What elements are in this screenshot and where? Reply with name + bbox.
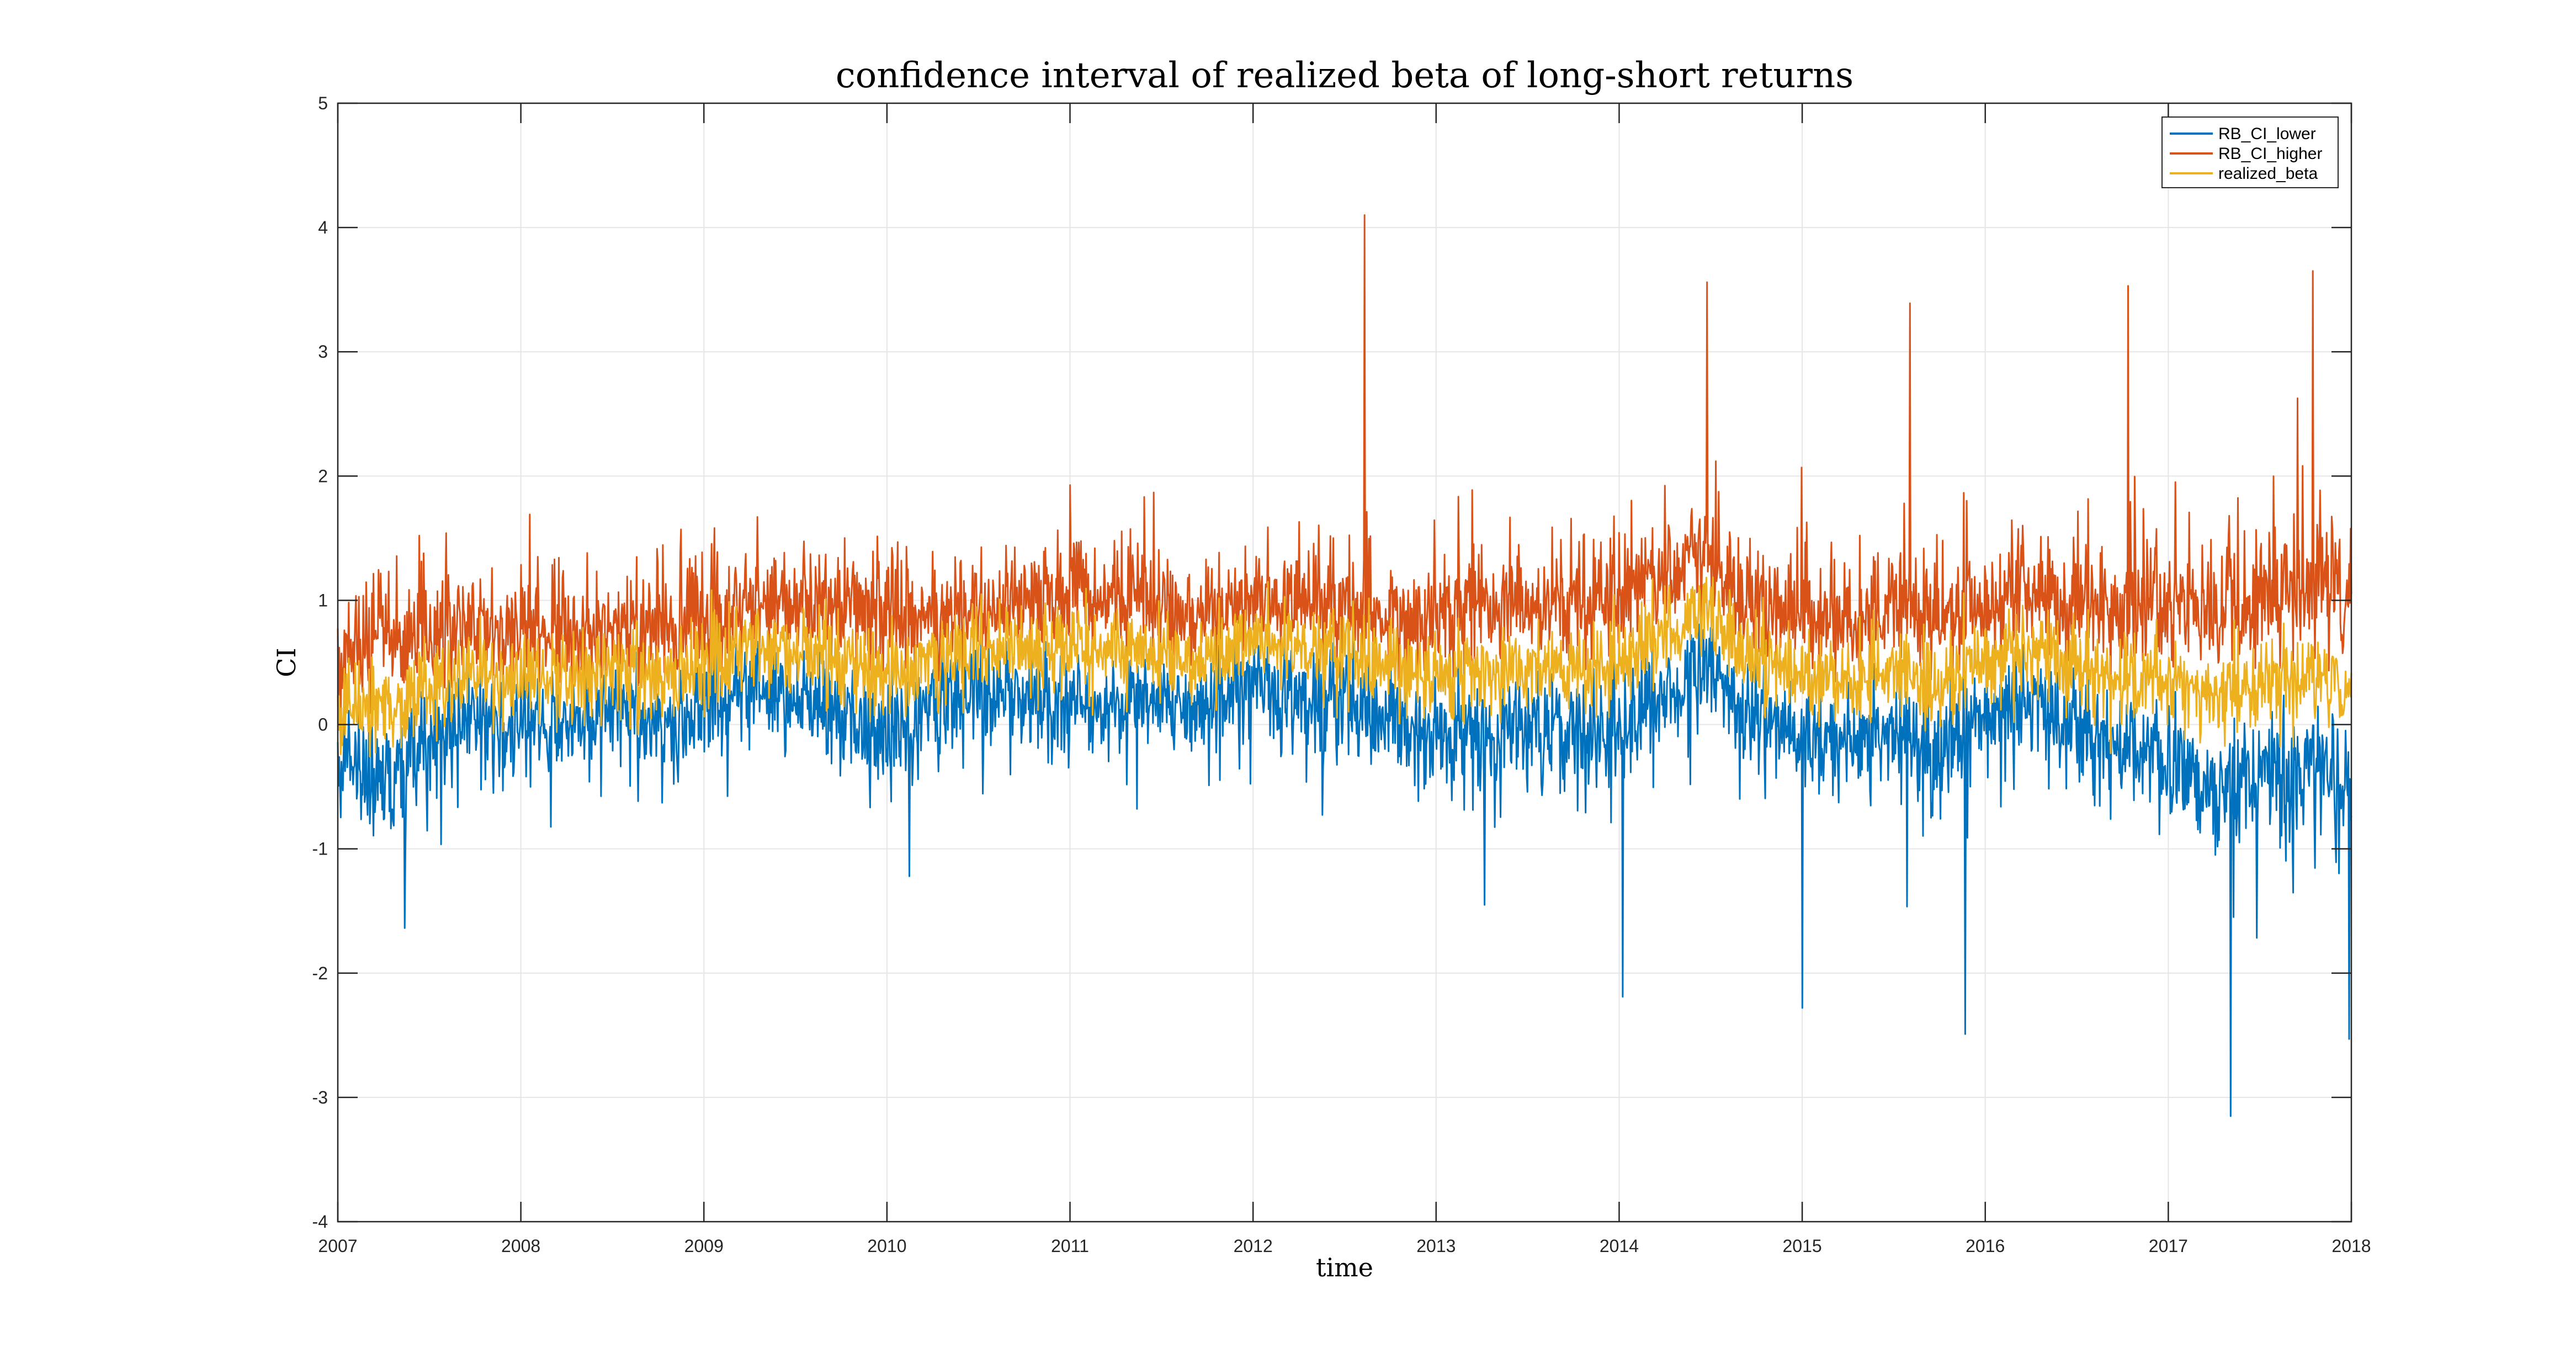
series-line-realized-beta: [337, 576, 2352, 757]
x-tick-label: 2014: [1600, 1236, 1639, 1256]
y-axis-label: CI: [272, 648, 301, 677]
y-tick-label: 2: [318, 466, 328, 486]
chart-title: confidence interval of realized beta of …: [836, 55, 1853, 96]
y-tick-label: -1: [312, 839, 328, 859]
legend-label: RB_CI_higher: [2218, 145, 2322, 163]
y-tick-label: 4: [318, 218, 328, 237]
legend-label: RB_CI_lower: [2218, 125, 2316, 143]
x-tick-label: 2016: [1966, 1236, 2005, 1256]
y-tick-label: -4: [312, 1212, 328, 1232]
x-tick-label: 2018: [2331, 1236, 2371, 1256]
y-tick-label: 0: [318, 715, 328, 735]
x-tick-label: 2011: [1051, 1236, 1089, 1256]
legend: RB_CI_lower RB_CI_higher realized_beta: [2161, 116, 2339, 188]
y-tick-label: 5: [318, 93, 328, 113]
y-tick-label: 3: [318, 342, 328, 362]
series-line-rb-ci-lower: [337, 614, 2352, 1117]
series-line-rb-ci-higher: [337, 214, 2352, 714]
plot-area: [337, 214, 2352, 1117]
x-tick-label: 2017: [2149, 1236, 2188, 1256]
legend-label: realized_beta: [2218, 165, 2318, 183]
axes-box: [337, 102, 2352, 1223]
x-tick-label: 2015: [1782, 1236, 1821, 1256]
y-tick-label: 1: [318, 590, 328, 610]
x-tick-label: 2010: [867, 1236, 906, 1256]
x-tick-label: 2012: [1234, 1236, 1273, 1256]
y-tick-label: -2: [312, 963, 328, 983]
x-tick-label: 2009: [684, 1236, 724, 1256]
x-axis-label: time: [1316, 1253, 1373, 1282]
x-tick-label: 2013: [1416, 1236, 1456, 1256]
x-tick-label: 2007: [318, 1236, 357, 1256]
x-tick-label: 2008: [501, 1236, 540, 1256]
ticks: 2007 2008 2009 2010 2011 2012 2013 2014 2015 2016…: [312, 93, 2371, 1256]
y-tick-label: -3: [312, 1088, 328, 1107]
